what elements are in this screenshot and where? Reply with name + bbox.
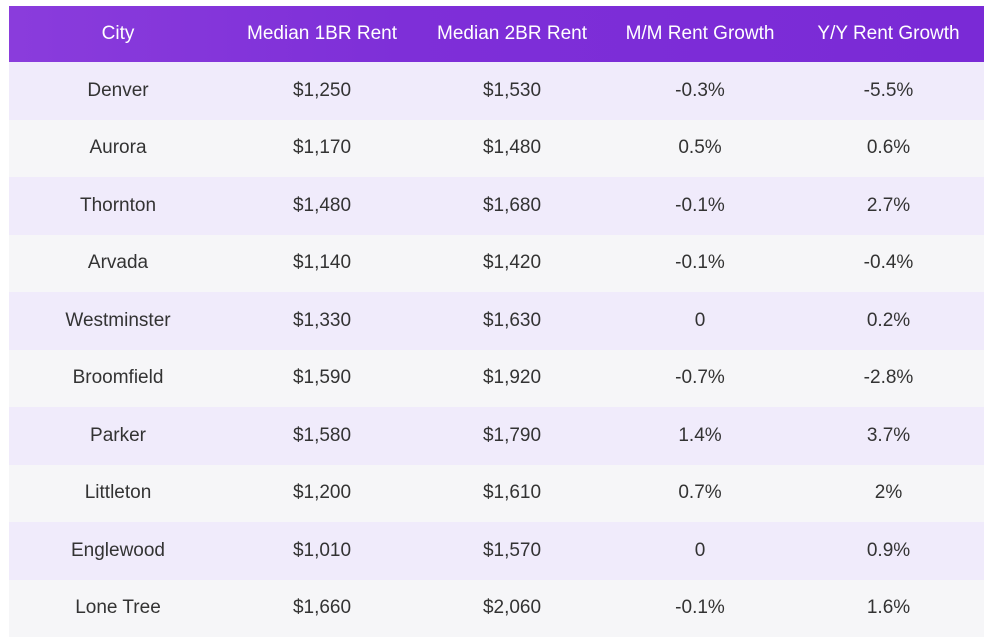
cell-yy-growth: -2.8% [863, 367, 914, 389]
cell-city: Thornton [79, 194, 157, 216]
cell-city: Parker [90, 424, 146, 446]
cell-mm-growth: 0.5% [678, 137, 722, 159]
cell-median-2br: $1,610 [482, 482, 542, 504]
cell-city: Denver [87, 79, 149, 101]
cell-city: Arvada [87, 252, 149, 274]
cell-yy-growth: 2% [874, 482, 903, 504]
cell-yy-growth: 0.2% [866, 309, 911, 331]
cell-median-1br: $1,590 [292, 367, 352, 389]
table-row: Lone Tree $1,660 $2,060 -0.1% 1.6% [9, 579, 984, 637]
cell-median-2br: $1,790 [482, 424, 542, 446]
cell-median-2br: $1,680 [482, 194, 542, 216]
cell-median-1br: $1,660 [292, 597, 352, 619]
cell-median-2br: $2,060 [482, 597, 542, 619]
cell-mm-growth: 0 [694, 539, 706, 561]
cell-median-2br: $1,530 [482, 79, 542, 101]
cell-mm-growth: -0.1% [675, 194, 725, 216]
cell-city: Aurora [89, 137, 147, 159]
cell-mm-growth: -0.1% [675, 597, 725, 619]
cell-mm-growth: -0.1% [675, 252, 725, 274]
header-median-1br-rent: Median 1BR Rent [247, 23, 397, 44]
cell-median-2br: $1,570 [482, 539, 542, 561]
cell-mm-growth: 0.7% [678, 482, 722, 504]
cell-median-1br: $1,010 [292, 539, 352, 561]
rent-table: City Median 1BR Rent Median 2BR Rent M/M… [9, 6, 984, 637]
cell-median-1br: $1,580 [292, 424, 352, 446]
cell-median-1br: $1,200 [292, 482, 352, 504]
cell-mm-growth: 0 [694, 309, 706, 331]
table-row: Parker $1,580 $1,790 1.4% 3.7% [9, 407, 984, 465]
table-row: Littleton $1,200 $1,610 0.7% 2% [9, 464, 984, 522]
header-city: City [101, 23, 135, 44]
table-row: Arvada $1,140 $1,420 -0.1% -0.4% [9, 234, 984, 292]
rent-table-container: City Median 1BR Rent Median 2BR Rent M/M… [9, 6, 984, 637]
cell-median-1br: $1,330 [292, 309, 352, 331]
cell-median-1br: $1,250 [292, 79, 352, 101]
cell-median-1br: $1,170 [292, 137, 352, 159]
cell-median-1br: $1,140 [292, 252, 352, 274]
table-row: Westminster $1,330 $1,630 0 0.2% [9, 292, 984, 350]
table-row: Thornton $1,480 $1,680 -0.1% 2.7% [9, 177, 984, 235]
cell-yy-growth: -0.4% [863, 252, 914, 274]
header-yy-rent-growth: Y/Y Rent Growth [817, 23, 960, 44]
cell-yy-growth: 3.7% [866, 424, 911, 446]
table-row: Aurora $1,170 $1,480 0.5% 0.6% [9, 119, 984, 177]
cell-median-2br: $1,630 [482, 309, 542, 331]
table-row: Englewood $1,010 $1,570 0 0.9% [9, 522, 984, 580]
cell-yy-growth: 0.6% [866, 137, 911, 159]
cell-city: Broomfield [72, 367, 164, 389]
cell-median-2br: $1,920 [482, 367, 542, 389]
table-row: Broomfield $1,590 $1,920 -0.7% -2.8% [9, 349, 984, 407]
cell-mm-growth: -0.7% [675, 367, 725, 389]
cell-mm-growth: 1.4% [678, 424, 722, 446]
cell-city: Lone Tree [75, 597, 161, 619]
cell-median-2br: $1,420 [482, 252, 542, 274]
cell-yy-growth: -5.5% [863, 79, 914, 101]
table-header: City Median 1BR Rent Median 2BR Rent M/M… [9, 6, 984, 62]
cell-mm-growth: -0.3% [675, 79, 725, 101]
cell-city: Littleton [84, 482, 152, 504]
cell-city: Englewood [70, 539, 166, 561]
header-mm-rent-growth: M/M Rent Growth [625, 23, 775, 44]
table-body: Denver $1,250 $1,530 -0.3% -5.5% Aurora … [9, 62, 984, 637]
table-row: Denver $1,250 $1,530 -0.3% -5.5% [9, 62, 984, 120]
cell-yy-growth: 2.7% [866, 194, 911, 216]
cell-yy-growth: 1.6% [866, 597, 911, 619]
cell-yy-growth: 0.9% [866, 539, 911, 561]
header-median-2br-rent: Median 2BR Rent [437, 23, 587, 44]
cell-median-2br: $1,480 [482, 137, 542, 159]
cell-city: Westminster [65, 309, 171, 331]
cell-median-1br: $1,480 [292, 194, 352, 216]
header-row: City Median 1BR Rent Median 2BR Rent M/M… [9, 6, 984, 62]
